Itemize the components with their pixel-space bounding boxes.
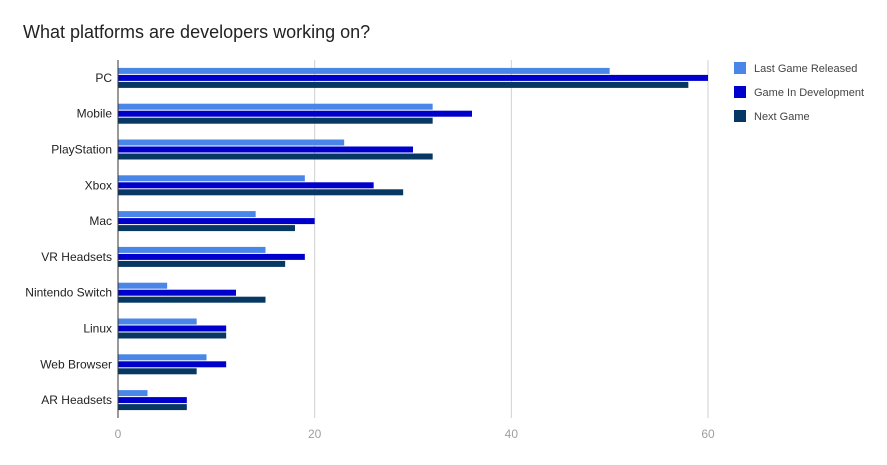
bar-last-game-released (118, 390, 148, 397)
bar-next-game (118, 332, 227, 339)
legend-swatch (734, 86, 746, 98)
bars (118, 67, 708, 411)
category-labels: PC Mobile PlayStation Xbox Mac VR Headsets Nin… (25, 71, 112, 407)
bar-game-in-development (118, 146, 413, 153)
bar-last-game-released (118, 103, 433, 110)
category-label: Mobile (77, 107, 113, 121)
category-label: PlayStation (51, 143, 112, 157)
category-label: AR Headsets (41, 393, 112, 407)
bar-last-game-released (118, 318, 197, 325)
category-label: VR Headsets (41, 250, 112, 264)
bar-next-game (118, 117, 433, 124)
bar-game-in-development (118, 325, 227, 332)
bar-last-game-released (118, 175, 305, 182)
bar-next-game (118, 81, 689, 88)
x-tick-label: 60 (701, 427, 715, 441)
bar-next-game (118, 404, 187, 411)
bar-game-in-development (118, 110, 472, 117)
x-tick-label: 20 (308, 427, 322, 441)
x-tick-labels: 0 20 40 60 (115, 427, 715, 441)
bar-last-game-released (118, 211, 256, 218)
category-label: Mac (89, 214, 112, 228)
bar-last-game-released (118, 246, 266, 253)
chart-title: What platforms are developers working on… (23, 22, 371, 42)
category-label: Web Browser (40, 357, 112, 371)
bar-game-in-development (118, 182, 374, 189)
bar-next-game (118, 368, 197, 375)
bar-last-game-released (118, 282, 168, 289)
bar-game-in-development (118, 253, 305, 260)
bar-last-game-released (118, 67, 610, 74)
bar-game-in-development (118, 289, 236, 296)
bar-game-in-development (118, 397, 187, 404)
legend: Last Game Released Game In Development Nex… (734, 62, 864, 123)
x-tick-label: 0 (115, 427, 122, 441)
bar-game-in-development (118, 361, 227, 368)
legend-label: Next Game (754, 111, 810, 123)
category-label: PC (95, 71, 112, 85)
bar-next-game (118, 260, 286, 267)
legend-swatch (734, 62, 746, 74)
legend-label: Game In Development (754, 87, 864, 99)
bar-next-game (118, 296, 266, 303)
bar-next-game (118, 153, 433, 160)
category-label: Xbox (85, 178, 112, 192)
bar-game-in-development (118, 218, 315, 225)
category-label: Linux (83, 322, 112, 336)
legend-swatch (734, 110, 746, 122)
bar-game-in-development (118, 74, 708, 81)
bar-next-game (118, 189, 404, 196)
bar-next-game (118, 225, 295, 232)
bar-last-game-released (118, 139, 345, 146)
category-label: Nintendo Switch (25, 286, 112, 300)
bar-last-game-released (118, 354, 207, 361)
x-tick-label: 40 (505, 427, 519, 441)
legend-label: Last Game Released (754, 63, 857, 75)
